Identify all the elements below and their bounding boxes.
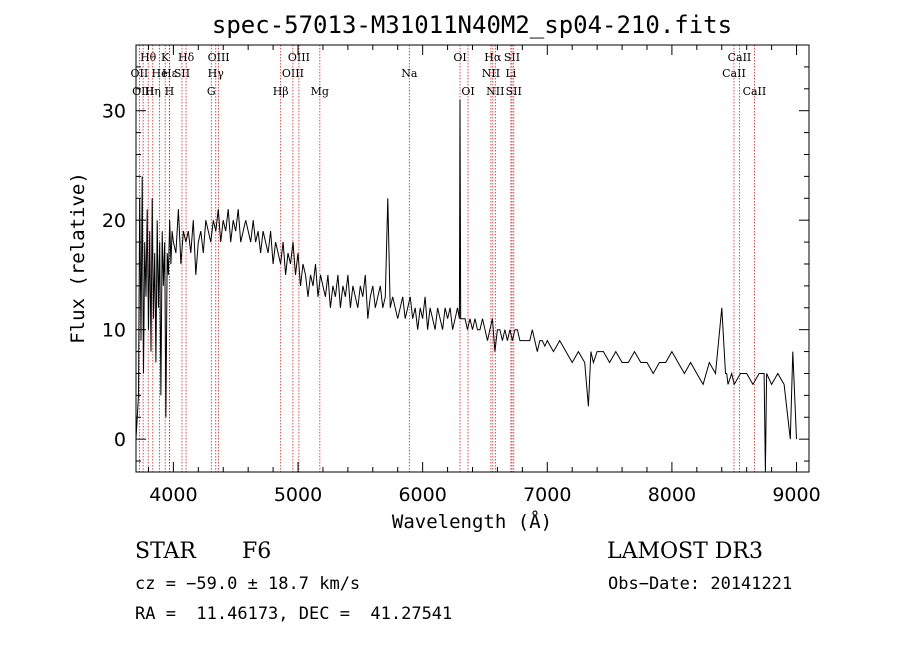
line-marker-label: Mg (311, 85, 329, 98)
x-tick-label: 6000 (398, 484, 446, 506)
line-marker-label: NII (486, 85, 504, 98)
line-marker-label: OIII (282, 67, 304, 80)
line-marker-label: K (161, 51, 170, 64)
x-tick-label: 8000 (648, 484, 696, 506)
line-marker-label: He (152, 67, 168, 80)
y-tick-label: 20 (102, 210, 126, 232)
object-subclass: F6 (242, 539, 272, 564)
line-marker-label: SII (504, 51, 520, 64)
line-marker-label: Hβ (273, 85, 289, 98)
y-tick-label: 10 (102, 320, 126, 342)
line-marker-label: CaII (728, 51, 752, 64)
line-marker-label: G (207, 85, 216, 98)
line-marker-label: OIII (132, 85, 154, 98)
line-marker-label: Hγ (208, 67, 225, 80)
line-marker-label: OIII (208, 51, 230, 64)
y-tick-label: 0 (114, 429, 126, 451)
x-tick-label: 9000 (772, 484, 820, 506)
line-marker-label: Hθ (140, 51, 157, 64)
line-marker-label: OI (453, 51, 466, 64)
ra-dec-coords: RA = 11.46173, DEC = 41.27541 (135, 604, 453, 624)
line-marker-label: OIII (288, 51, 310, 64)
obs-date: Obs−Date: 20141221 (608, 574, 793, 594)
line-marker-label: SII (506, 85, 522, 98)
survey-name: LAMOST DR3 (607, 539, 763, 564)
y-axis-label: Flux (relative) (67, 172, 89, 344)
line-marker-label: Hα (484, 51, 502, 64)
line-marker-label: NII (482, 67, 500, 80)
object-class: STAR (135, 539, 196, 564)
y-tick-label: 30 (102, 101, 126, 123)
line-marker-label: SII (174, 67, 190, 80)
x-axis-label: Wavelength (Å) (392, 510, 552, 533)
line-marker-label: Hη (145, 85, 161, 98)
x-tick-label: 7000 (523, 484, 571, 506)
line-marker-label: OII (131, 67, 149, 80)
line-marker-label: Li (505, 67, 516, 80)
plot-frame (135, 44, 810, 473)
x-tick-label: 5000 (274, 484, 322, 506)
spectrum-series-line (135, 99, 797, 473)
redshift-cz: cz = −59.0 ± 18.7 km/s (135, 574, 361, 594)
line-marker-label: CaII (722, 67, 746, 80)
line-marker-label: OI (461, 85, 474, 98)
line-marker-label: Hε (162, 67, 178, 80)
chart-title: spec-57013-M31011N40M2_sp04-210.fits (212, 11, 732, 39)
spectral-line-markers: HθOIIOIIIHeHηKHHεSIIHδOIIIHγGHβOIIIOIIIM… (131, 45, 767, 472)
line-marker-label: CaII (743, 85, 767, 98)
axis-ticks: 4000 5000 6000 7000 8000 9000 0 10 20 30 (102, 44, 821, 506)
x-tick-label: 4000 (149, 484, 197, 506)
line-marker-label: Na (401, 67, 418, 80)
line-marker-label: Hδ (178, 51, 195, 64)
